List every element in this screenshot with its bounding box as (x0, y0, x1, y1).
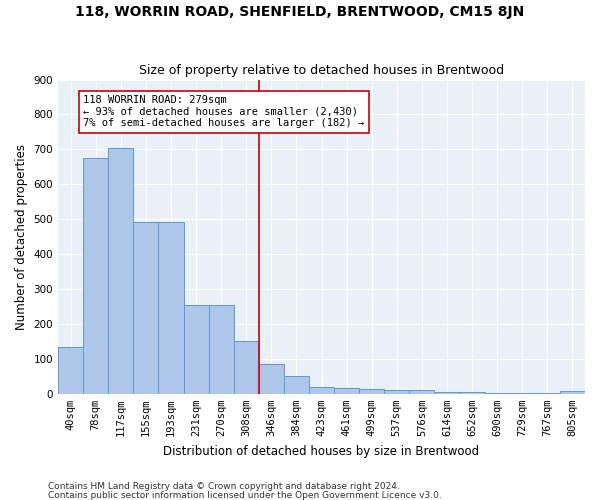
Text: Contains public sector information licensed under the Open Government Licence v3: Contains public sector information licen… (48, 490, 442, 500)
Bar (284, 376, 309, 394)
Bar (309, 387, 334, 394)
Bar (133, 222, 158, 394)
Bar (560, 391, 585, 394)
Bar (334, 388, 359, 394)
Bar (158, 222, 184, 394)
Bar (409, 390, 434, 394)
Bar (434, 392, 460, 394)
Text: 118, WORRIN ROAD, SHENFIELD, BRENTWOOD, CM15 8JN: 118, WORRIN ROAD, SHENFIELD, BRENTWOOD, … (76, 5, 524, 19)
Bar (510, 393, 535, 394)
Bar (485, 393, 510, 394)
Title: Size of property relative to detached houses in Brentwood: Size of property relative to detached ho… (139, 64, 504, 77)
Text: Contains HM Land Registry data © Crown copyright and database right 2024.: Contains HM Land Registry data © Crown c… (48, 482, 400, 491)
Bar (384, 390, 409, 394)
Bar (233, 342, 259, 394)
Bar (83, 158, 108, 394)
Bar (259, 364, 284, 394)
Bar (535, 393, 560, 394)
Bar (359, 389, 384, 394)
Bar (58, 346, 83, 394)
Bar (460, 392, 485, 394)
Bar (184, 306, 209, 394)
X-axis label: Distribution of detached houses by size in Brentwood: Distribution of detached houses by size … (163, 444, 479, 458)
Bar (209, 306, 233, 394)
Y-axis label: Number of detached properties: Number of detached properties (15, 144, 28, 330)
Bar (108, 148, 133, 394)
Text: 118 WORRIN ROAD: 279sqm
← 93% of detached houses are smaller (2,430)
7% of semi-: 118 WORRIN ROAD: 279sqm ← 93% of detache… (83, 96, 364, 128)
